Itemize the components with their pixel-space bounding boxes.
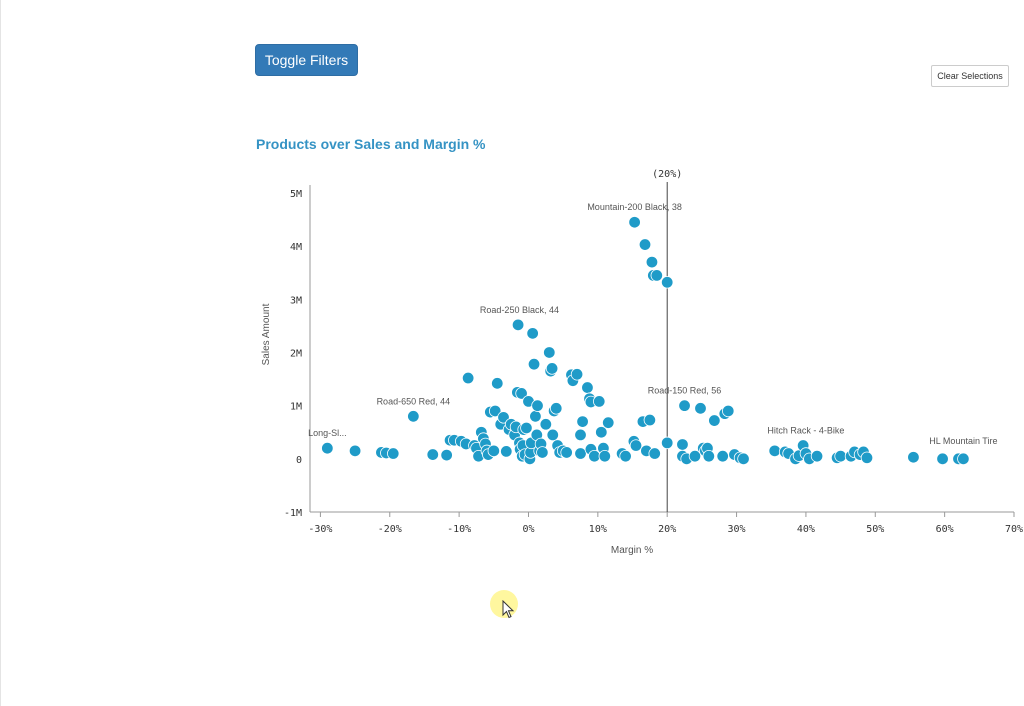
x-tick-label: 0% [522, 524, 534, 535]
x-tick-label: 10% [589, 524, 607, 535]
data-point[interactable] [526, 327, 539, 340]
data-point[interactable] [461, 371, 475, 385]
data-point[interactable] [907, 451, 920, 464]
data-point[interactable] [574, 428, 587, 442]
x-tick-label: 30% [728, 524, 746, 535]
data-point[interactable] [515, 387, 528, 400]
data-point[interactable] [936, 452, 949, 466]
x-tick-label: -30% [308, 524, 332, 535]
data-point[interactable] [545, 362, 559, 375]
data-point[interactable] [860, 451, 874, 464]
data-point[interactable] [321, 441, 334, 455]
y-axis-title: Sales Amount [261, 303, 272, 365]
data-point[interactable] [520, 421, 533, 435]
x-tick-label: 40% [797, 524, 815, 535]
data-point[interactable] [570, 368, 584, 381]
data-point[interactable] [593, 395, 606, 408]
y-tick-label: -1M [284, 508, 302, 519]
data-point[interactable] [529, 410, 542, 423]
data-point[interactable] [650, 269, 663, 282]
y-tick-label: 3M [290, 295, 302, 306]
data-point[interactable] [619, 449, 632, 463]
data-point[interactable] [497, 411, 510, 424]
data-point[interactable] [810, 449, 824, 463]
data-point[interactable] [595, 426, 608, 439]
data-point[interactable] [500, 445, 513, 458]
x-axis-title: Margin % [611, 545, 653, 556]
data-point[interactable] [645, 255, 659, 269]
data-point[interactable] [768, 444, 781, 458]
data-point[interactable] [581, 381, 594, 394]
data-point[interactable] [527, 357, 541, 371]
data-point[interactable] [576, 415, 589, 428]
point-annotation: Road-250 Black, 44 [480, 305, 559, 315]
y-tick-label: 2M [290, 348, 302, 359]
page-left-border [0, 0, 1, 706]
data-point[interactable] [716, 449, 729, 463]
x-tick-label: 60% [936, 524, 954, 535]
x-tick-label: -20% [378, 524, 402, 535]
data-point[interactable] [602, 416, 615, 429]
point-annotation: Road-150 Red, 56 [648, 386, 722, 396]
data-point[interactable] [648, 447, 661, 460]
data-point[interactable] [491, 377, 504, 390]
data-point[interactable] [550, 402, 563, 415]
data-point[interactable] [708, 414, 721, 427]
data-point[interactable] [531, 399, 544, 412]
data-point[interactable] [588, 449, 601, 463]
data-point[interactable] [387, 447, 400, 460]
y-tick-label: 1M [290, 402, 302, 413]
data-point[interactable] [546, 428, 559, 442]
data-point[interactable] [560, 446, 573, 459]
data-point[interactable] [539, 418, 553, 431]
x-tick-label: -10% [447, 524, 471, 535]
data-point[interactable] [488, 404, 502, 418]
data-point[interactable] [511, 318, 525, 332]
data-point[interactable] [407, 410, 420, 423]
scatter-chart[interactable]: -1M 0 1M 2M 3M 4M 5M -30% -20% -10% 0% 10% 20% 30% 40%… [250, 160, 1024, 560]
chart-title: Products over Sales and Margin % [256, 136, 486, 152]
data-point[interactable] [661, 276, 674, 289]
data-point[interactable] [737, 452, 750, 466]
y-tick-label: 4M [290, 242, 302, 253]
data-point[interactable] [643, 413, 657, 427]
data-point[interactable] [702, 449, 716, 463]
data-point[interactable] [694, 402, 707, 415]
data-point[interactable] [543, 346, 556, 359]
y-tick-label: 5M [290, 189, 302, 200]
data-point[interactable] [426, 448, 439, 461]
data-point[interactable] [598, 449, 611, 463]
data-point[interactable] [348, 444, 362, 458]
data-point[interactable] [628, 216, 641, 229]
data-point[interactable] [957, 452, 970, 466]
point-annotation: HL Mountain Tire [929, 436, 997, 446]
mouse-pointer-icon [502, 600, 515, 619]
y-tick-label: 0 [296, 455, 302, 466]
toggle-filters-button[interactable]: Toggle Filters [255, 44, 358, 76]
data-point[interactable] [574, 447, 587, 460]
reference-line-label: (20%) [652, 169, 682, 180]
data-point[interactable] [688, 449, 702, 463]
point-annotation: Mountain-200 Black, 38 [587, 202, 682, 212]
data-point[interactable] [834, 449, 847, 463]
data-point[interactable] [638, 238, 652, 251]
x-tick-label: 70% [1005, 524, 1023, 535]
point-annotation: Road-650 Red, 44 [377, 396, 451, 406]
data-point[interactable] [678, 399, 691, 412]
data-point[interactable] [487, 444, 501, 458]
point-annotation: Hitch Rack - 4-Bike [767, 426, 844, 436]
point-annotation: Long-Sl... [308, 428, 347, 438]
data-point[interactable] [629, 439, 643, 452]
x-tick-label: 50% [866, 524, 884, 535]
x-tick-label: 20% [658, 524, 676, 535]
data-point[interactable] [440, 448, 453, 462]
data-point[interactable] [536, 446, 549, 459]
data-point[interactable] [661, 436, 674, 450]
data-point[interactable] [722, 404, 735, 418]
data-point[interactable] [676, 438, 689, 451]
clear-selections-button[interactable]: Clear Selections [931, 65, 1009, 87]
